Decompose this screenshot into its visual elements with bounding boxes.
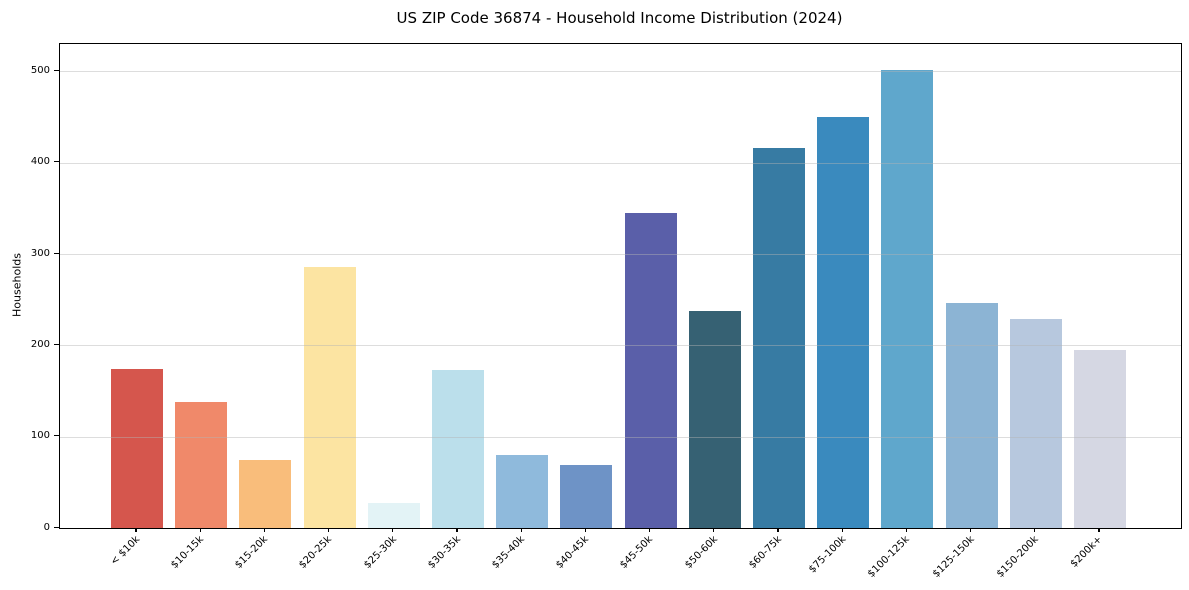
bar-$100-125k xyxy=(881,69,934,528)
chart-title: US ZIP Code 36874 - Household Income Dis… xyxy=(396,9,843,27)
plot-area xyxy=(59,43,1182,529)
gridline-300 xyxy=(60,254,1181,256)
bar-$75-100k xyxy=(817,117,870,528)
x-tick-mark-$75-100k xyxy=(841,527,843,532)
x-tick-label-$15-20k: $15-20k xyxy=(233,534,271,571)
x-tick-label-$10-15k: $10-15k xyxy=(169,534,206,571)
x-tick-label-$125-150k: $125-150k xyxy=(930,534,977,580)
x-tick-mark-$45-50k xyxy=(649,527,651,532)
x-tick-mark-$40-45k xyxy=(584,527,586,532)
x-tick-mark-< $10k xyxy=(135,527,137,532)
x-tick-label-$75-100k: $75-100k xyxy=(806,534,848,576)
bar-$15-20k xyxy=(239,459,292,528)
x-tick-label-$40-45k: $40-45k xyxy=(554,534,592,571)
y-tick-label-400: 400 xyxy=(30,156,50,168)
bar-< $10k xyxy=(111,369,163,528)
x-tick-mark-$20-25k xyxy=(328,527,330,532)
x-tick-label-$60-75k: $60-75k xyxy=(746,534,784,571)
x-tick-mark-$10-15k xyxy=(199,527,201,532)
y-tick-label-200: 200 xyxy=(30,338,50,350)
x-tick-label-$35-40k: $35-40k xyxy=(490,534,527,571)
y-tick-label-500: 500 xyxy=(30,64,50,76)
bar-$60-75k xyxy=(753,148,805,528)
bar-$45-50k xyxy=(624,212,677,528)
gridline-400 xyxy=(60,162,1181,164)
bar-$35-40k xyxy=(496,454,549,528)
x-tick-label-$50-60k: $50-60k xyxy=(682,534,720,571)
x-tick-label-$20-25k: $20-25k xyxy=(297,534,335,571)
x-tick-mark-$150-200k xyxy=(1034,527,1036,532)
bar-$200k+ xyxy=(1074,349,1126,528)
x-tick-label-$25-30k: $25-30k xyxy=(361,534,399,571)
y-tick-label-0: 0 xyxy=(43,521,50,533)
y-tick-mark-0 xyxy=(54,526,59,528)
y-tick-mark-400 xyxy=(54,161,59,163)
x-tick-mark-$15-20k xyxy=(263,527,265,532)
y-tick-label-300: 300 xyxy=(30,247,50,259)
x-tick-label-$200k+: $200k+ xyxy=(1068,534,1105,570)
y-tick-mark-100 xyxy=(54,435,59,437)
x-tick-mark-$60-75k xyxy=(777,527,779,532)
bar-$10-15k xyxy=(175,401,228,528)
x-tick-mark-$30-35k xyxy=(456,527,458,532)
x-tick-label-< $10k: < $10k xyxy=(108,534,142,568)
bar-$150-200k xyxy=(1009,318,1062,528)
x-tick-mark-$100-125k xyxy=(905,527,907,532)
x-tick-label-$150-200k: $150-200k xyxy=(994,534,1041,580)
x-tick-mark-$35-40k xyxy=(520,527,522,532)
y-axis-label: Households xyxy=(10,253,24,317)
bar-$50-60k xyxy=(688,310,741,528)
x-tick-label-$30-35k: $30-35k xyxy=(425,534,463,571)
bar-$25-30k xyxy=(367,503,420,528)
x-tick-mark-$200k+ xyxy=(1098,527,1100,532)
x-tick-label-$45-50k: $45-50k xyxy=(618,534,656,571)
y-tick-mark-300 xyxy=(54,252,59,254)
y-tick-label-100: 100 xyxy=(30,430,50,442)
x-tick-mark-$25-30k xyxy=(392,527,394,532)
y-tick-mark-500 xyxy=(54,69,59,72)
gridline-500 xyxy=(60,71,1181,73)
x-tick-mark-$50-60k xyxy=(713,527,715,532)
bar-$125-150k xyxy=(945,303,998,528)
bar-$20-25k xyxy=(303,266,356,528)
x-tick-mark-$125-150k xyxy=(970,527,972,532)
bar-$40-45k xyxy=(560,465,613,528)
y-tick-mark-200 xyxy=(54,343,59,346)
bar-$30-35k xyxy=(432,370,484,528)
x-tick-label-$100-125k: $100-125k xyxy=(866,534,913,580)
